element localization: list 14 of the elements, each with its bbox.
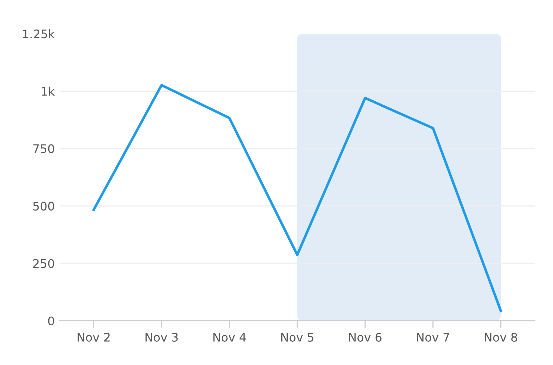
y-tick-label: 1k xyxy=(42,86,56,96)
x-tick-label: Nov 4 xyxy=(214,333,246,342)
x-tick-label: Nov 8 xyxy=(485,333,518,342)
x-tick-label: Nov 7 xyxy=(417,333,450,342)
y-tick-label: 250 xyxy=(33,259,54,268)
x-tick-label: Nov 2 xyxy=(78,333,110,342)
y-tick-label: 750 xyxy=(34,144,54,154)
x-tick-label: Nov 3 xyxy=(146,333,178,342)
x-tick-label: Nov 6 xyxy=(349,333,382,342)
y-tick-label: 1.25k xyxy=(23,30,56,39)
y-tick-label: 500 xyxy=(34,202,54,211)
x-tick-label: Nov 5 xyxy=(282,333,314,342)
line-series xyxy=(92,84,502,312)
y-tick-label: 0 xyxy=(48,316,54,326)
